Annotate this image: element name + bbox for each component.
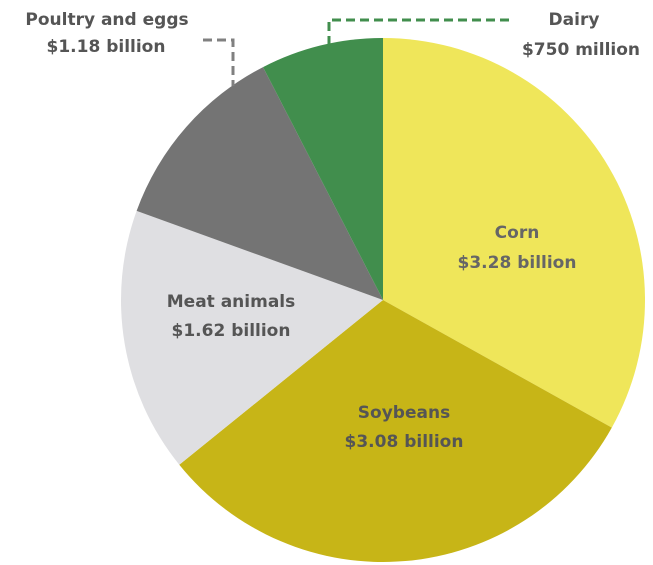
label-dairy-value: $750 million <box>522 40 640 60</box>
leader-line-dairy <box>327 18 509 45</box>
label-corn-value: $3.28 billion <box>458 253 577 273</box>
label-soybeans-value: $3.08 billion <box>345 432 464 452</box>
pie-slice-soybeans <box>179 300 612 563</box>
label-corn-name: Corn <box>495 223 540 243</box>
label-poultry-value: $1.18 billion <box>47 37 166 57</box>
label-meat-animals-name: Meat animals <box>167 292 296 312</box>
pie-slice-corn <box>383 38 645 428</box>
pie-slice-meat-animals <box>121 210 383 465</box>
pie-slice-dairy <box>263 38 383 300</box>
leader-line-poultry <box>203 38 235 86</box>
label-poultry-name: Poultry and eggs <box>25 10 188 30</box>
pie-slices <box>121 38 645 563</box>
pie-slice-poultry-and-eggs <box>136 67 383 300</box>
label-soybeans-name: Soybeans <box>358 403 450 423</box>
label-dairy-name: Dairy <box>549 10 600 30</box>
label-meat-animals-value: $1.62 billion <box>172 321 291 341</box>
leader-lines <box>203 18 509 86</box>
